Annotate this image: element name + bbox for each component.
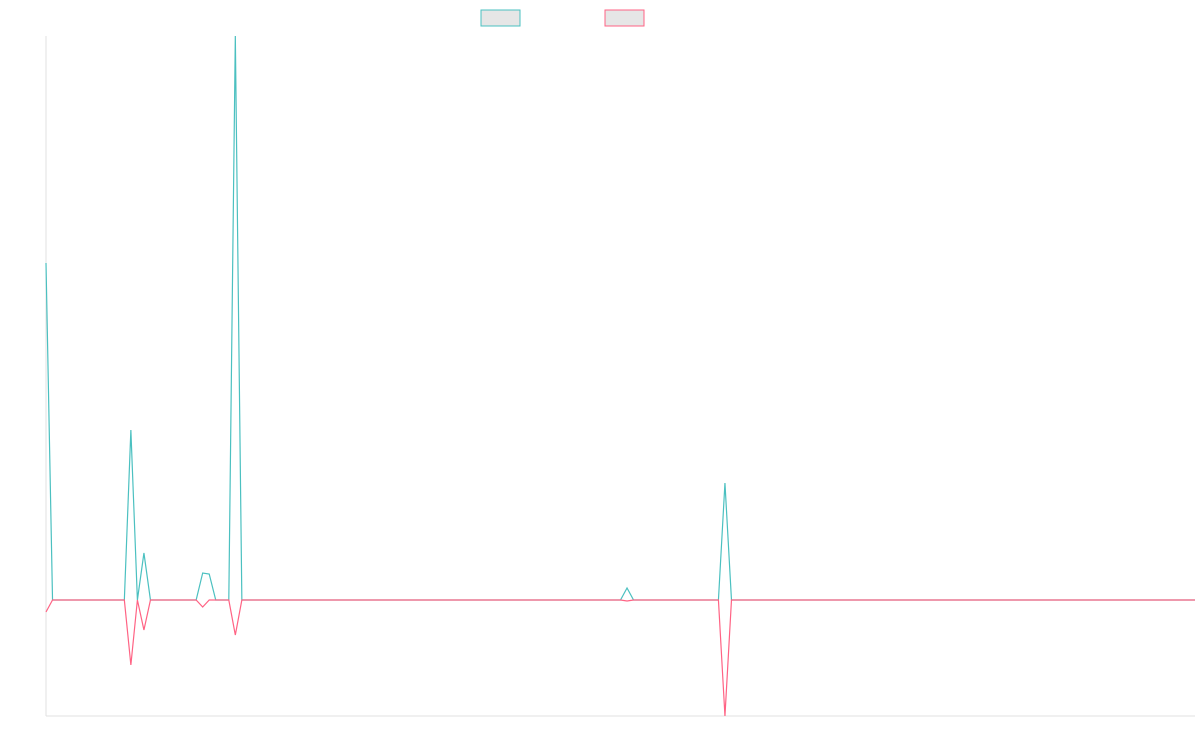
series-line [45, 599, 1195, 717]
legend-swatch[interactable] [604, 9, 645, 27]
legend-swatch[interactable] [480, 9, 521, 27]
series-line [45, 35, 1195, 601]
